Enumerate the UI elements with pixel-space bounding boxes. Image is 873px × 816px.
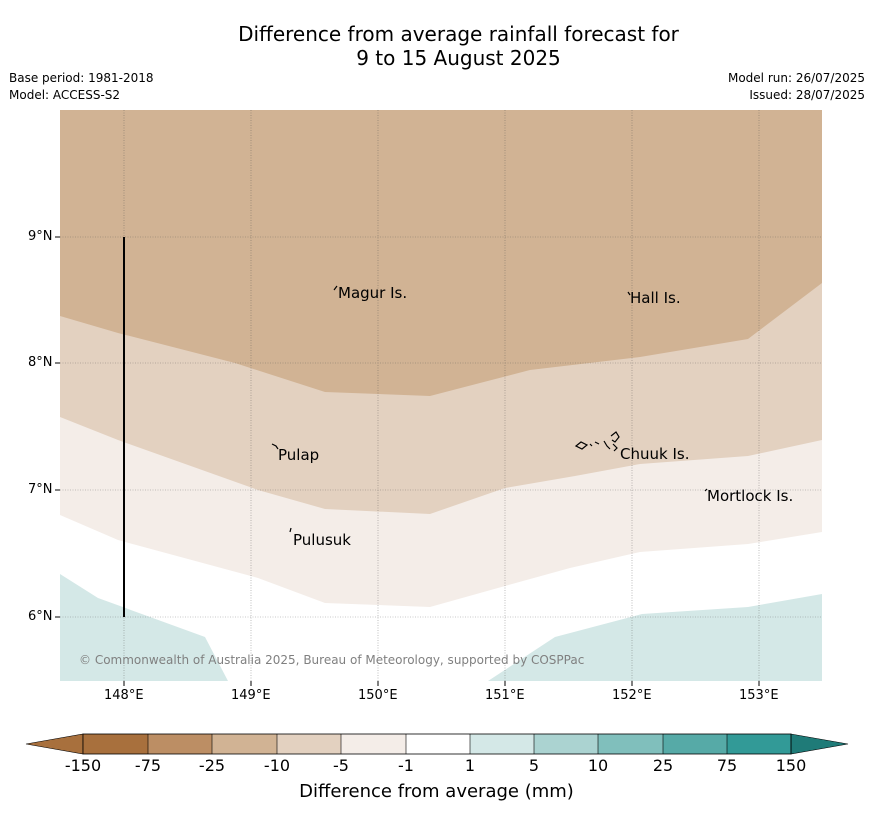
lon-label-148e: 148°E	[104, 688, 144, 703]
colorbar-tick: 5	[528, 756, 540, 775]
place-chuuk: Chuuk Is.	[620, 445, 690, 463]
lon-label-152e: 152°E	[612, 688, 652, 703]
meta-right: Model run: 26/07/2025 Issued: 28/07/2025	[728, 70, 865, 104]
colorbar-tick: -25	[198, 756, 226, 775]
colorbar-bin-4	[277, 734, 341, 754]
lat-label-6n: 6°N	[28, 609, 53, 624]
title-line-1: Difference from average rainfall forecas…	[238, 22, 679, 46]
place-magur: Magur Is.	[338, 284, 408, 302]
zone-wet-sw	[60, 574, 228, 681]
copyright-notice: © Commonwealth of Australia 2025, Bureau…	[79, 653, 585, 667]
lon-label-151e: 151°E	[485, 688, 525, 703]
island-chuuk	[574, 431, 620, 452]
colorbar-low-arrow	[25, 733, 84, 755]
axis-ticks	[55, 236, 760, 686]
lon-label-153e: 153°E	[739, 688, 779, 703]
colorbar-tick: 25	[652, 756, 674, 775]
colorbar-tick: -1	[398, 756, 414, 775]
colorbar-bin-11	[727, 734, 791, 754]
colorbar-tick: -75	[134, 756, 162, 775]
colorbar-bin-9	[598, 734, 663, 754]
zone-wet-se	[488, 594, 822, 681]
model-name: Model: ACCESS-S2	[9, 88, 121, 102]
colorbar-tick: 10	[587, 756, 609, 775]
colorbar-bin-7	[470, 734, 534, 754]
colorbar-label: Difference from average (mm)	[299, 781, 574, 802]
lat-label-9n: 9°N	[28, 229, 53, 244]
colorbar-bin-5	[341, 734, 406, 754]
issued-date: Issued: 28/07/2025	[749, 88, 865, 102]
lat-label-7n: 7°N	[28, 482, 53, 497]
colorbar-bin-8	[534, 734, 598, 754]
colorbar-high-arrow	[790, 733, 849, 755]
island-pulusuk	[289, 527, 292, 533]
colorbar-tick: 75	[716, 756, 738, 775]
colorbar-tick: -150	[64, 756, 102, 775]
islands	[271, 285, 708, 533]
colorbar-tick: -5	[333, 756, 349, 775]
place-pulap: Pulap	[278, 446, 320, 464]
place-hall: Hall Is.	[630, 289, 681, 307]
colorbar-bin-1	[83, 734, 148, 754]
colorbar-tick: 150	[775, 756, 807, 775]
colorbar-bin-10	[663, 734, 727, 754]
island-mortlock	[704, 488, 708, 492]
title-line-2: 9 to 15 August 2025	[356, 46, 561, 70]
colorbar-tick: -10	[263, 756, 291, 775]
lat-label-8n: 8°N	[28, 355, 53, 370]
colorbar-bin-3	[212, 734, 277, 754]
island-magur	[333, 285, 338, 291]
place-pulusuk: Pulusuk	[293, 531, 351, 549]
colorbar-bin-2	[148, 734, 212, 754]
colorbar-bin-6	[406, 734, 470, 754]
island-hall	[627, 291, 631, 296]
colorbar-tick: 1	[464, 756, 476, 775]
place-mortlock: Mortlock Is.	[707, 487, 794, 505]
colorbar	[25, 733, 849, 755]
lon-label-149e: 149°E	[231, 688, 271, 703]
zone-very-dry	[60, 110, 822, 396]
map-title: Difference from average rainfall forecas…	[0, 22, 873, 70]
island-pulap	[271, 443, 279, 450]
meta-left: Base period: 1981-2018 Model: ACCESS-S2	[9, 70, 154, 104]
base-period: Base period: 1981-2018	[9, 71, 154, 85]
model-run: Model run: 26/07/2025	[727, 71, 865, 85]
lon-label-150e: 150°E	[358, 688, 398, 703]
map-area	[60, 110, 822, 681]
